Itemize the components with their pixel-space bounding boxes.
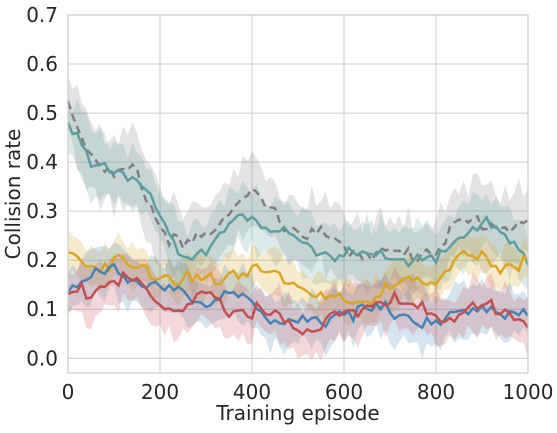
- y-tick-label: 0.5: [26, 101, 58, 125]
- x-tick-label: 800: [417, 380, 455, 404]
- series-4-line: [67, 270, 530, 336]
- y-tick-label: 0.6: [26, 52, 58, 76]
- x-tick-label: 0: [62, 380, 75, 404]
- series-0-line: [66, 101, 529, 264]
- y-tick-label: 0.4: [26, 150, 58, 174]
- y-axis-label: Collision rate: [1, 129, 25, 260]
- x-axis-label: Training episode: [215, 401, 380, 425]
- series-3-band: [68, 242, 528, 360]
- confidence-bands: [68, 74, 528, 361]
- y-tick-label: 0.7: [26, 3, 58, 27]
- series-2-line: [67, 249, 529, 306]
- y-tick-labels: 0.0 0.1 0.2 0.3 0.4 0.5 0.6 0.7: [26, 3, 58, 370]
- x-tick-label: 1000: [503, 380, 554, 404]
- series-0-band: [68, 74, 528, 295]
- plot-frame: [67, 14, 529, 374]
- y-tick-label: 0.2: [26, 248, 58, 272]
- series-lines: [66, 101, 530, 336]
- series-1-line: [66, 122, 530, 269]
- y-tick-label: 0.3: [26, 199, 58, 223]
- x-tick-label: 400: [233, 380, 271, 404]
- x-tick-labels: 0 200 400 600 800 1000: [62, 380, 554, 404]
- series-2-band: [68, 228, 528, 327]
- y-tick-label: 0.1: [26, 297, 58, 321]
- series-1-band: [68, 90, 528, 304]
- y-tick-label: 0.0: [26, 346, 58, 370]
- x-tick-label: 200: [141, 380, 179, 404]
- x-tick-label: 600: [325, 380, 363, 404]
